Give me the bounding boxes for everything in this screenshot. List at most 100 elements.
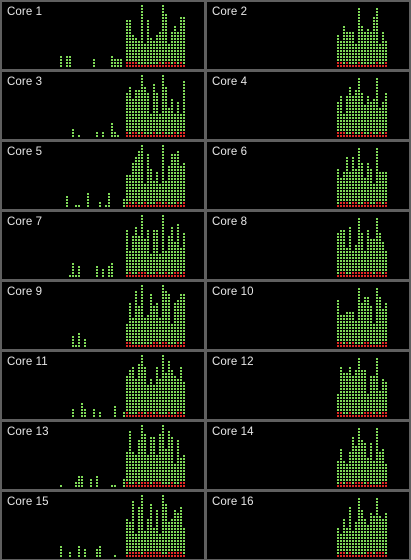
user-usage-cell (138, 549, 140, 551)
system-usage-cell (159, 555, 161, 557)
user-usage-cell (162, 242, 164, 244)
user-usage-cell (162, 166, 164, 168)
user-usage-cell (168, 266, 170, 268)
user-usage-cell (180, 59, 182, 61)
user-usage-cell (361, 385, 363, 387)
user-usage-cell (343, 120, 345, 122)
user-usage-cell (138, 41, 140, 43)
user-usage-cell (153, 266, 155, 268)
user-usage-cell (177, 336, 179, 338)
user-usage-cell (385, 391, 387, 393)
user-usage-cell (379, 196, 381, 198)
user-usage-cell (349, 367, 351, 369)
user-usage-cell (376, 461, 378, 463)
user-usage-cell (364, 260, 366, 262)
user-usage-cell (370, 102, 372, 104)
user-usage-cell (150, 403, 152, 405)
system-usage-cell (361, 555, 363, 557)
user-usage-cell (171, 379, 173, 381)
user-usage-cell (132, 181, 134, 183)
user-usage-cell (162, 99, 164, 101)
user-usage-cell (141, 339, 143, 341)
user-usage-cell (138, 312, 140, 314)
system-usage-cell (183, 555, 185, 557)
user-usage-cell (364, 251, 366, 253)
user-usage-cell (129, 257, 131, 259)
core-label: Core 2 (212, 6, 248, 18)
system-usage-cell (153, 552, 155, 554)
user-usage-cell (135, 336, 137, 338)
user-usage-cell (367, 99, 369, 101)
user-usage-cell (84, 552, 86, 554)
user-usage-cell (352, 53, 354, 55)
user-usage-cell (385, 315, 387, 317)
user-usage-cell (346, 123, 348, 125)
user-usage-cell (379, 479, 381, 481)
user-usage-cell (343, 126, 345, 128)
user-usage-cell (147, 53, 149, 55)
user-usage-cell (144, 412, 146, 414)
user-usage-cell (358, 248, 360, 250)
user-usage-cell (361, 397, 363, 399)
system-usage-cell (168, 275, 170, 277)
user-usage-cell (153, 96, 155, 98)
system-usage-cell (150, 555, 152, 557)
user-usage-cell (174, 47, 176, 49)
user-usage-cell (337, 464, 339, 466)
user-usage-cell (376, 263, 378, 265)
user-usage-cell (144, 373, 146, 375)
user-usage-cell (126, 111, 128, 113)
user-usage-cell (135, 187, 137, 189)
user-usage-cell (132, 400, 134, 402)
user-usage-cell (337, 269, 339, 271)
user-usage-cell (156, 129, 158, 131)
user-usage-cell (349, 117, 351, 119)
user-usage-cell (180, 464, 182, 466)
user-usage-cell (358, 17, 360, 19)
user-usage-cell (358, 294, 360, 296)
user-usage-cell (177, 132, 179, 134)
user-usage-cell (156, 540, 158, 542)
user-usage-cell (129, 108, 131, 110)
user-usage-cell (138, 154, 140, 156)
system-usage-cell (183, 485, 185, 487)
user-usage-cell (162, 449, 164, 451)
user-usage-cell (346, 169, 348, 171)
user-usage-cell (361, 525, 363, 527)
system-usage-cell (379, 485, 381, 487)
user-usage-cell (135, 461, 137, 463)
user-usage-cell (367, 59, 369, 61)
user-usage-cell (129, 99, 131, 101)
system-usage-cell (385, 202, 387, 204)
user-usage-cell (355, 260, 357, 262)
user-usage-cell (171, 163, 173, 165)
user-usage-cell (126, 339, 128, 341)
user-usage-cell (126, 236, 128, 238)
user-usage-cell (147, 32, 149, 34)
user-usage-cell (373, 339, 375, 341)
user-usage-cell (364, 62, 366, 64)
user-usage-cell (135, 190, 137, 192)
user-usage-cell (135, 391, 137, 393)
user-usage-cell (340, 239, 342, 241)
user-usage-cell (129, 56, 131, 58)
user-usage-cell (355, 126, 357, 128)
user-usage-cell (129, 467, 131, 469)
user-usage-cell (373, 111, 375, 113)
user-usage-cell (376, 184, 378, 186)
system-usage-cell (135, 135, 137, 137)
user-usage-cell (343, 184, 345, 186)
user-usage-cell (174, 178, 176, 180)
user-usage-cell (174, 193, 176, 195)
user-usage-cell (84, 345, 86, 347)
user-usage-cell (343, 373, 345, 375)
user-usage-cell (162, 47, 164, 49)
user-usage-cell (162, 96, 164, 98)
user-usage-cell (352, 397, 354, 399)
user-usage-cell (180, 333, 182, 335)
user-usage-cell (165, 528, 167, 530)
user-usage-cell (340, 479, 342, 481)
user-usage-cell (171, 248, 173, 250)
user-usage-cell (162, 361, 164, 363)
user-usage-cell (346, 38, 348, 40)
